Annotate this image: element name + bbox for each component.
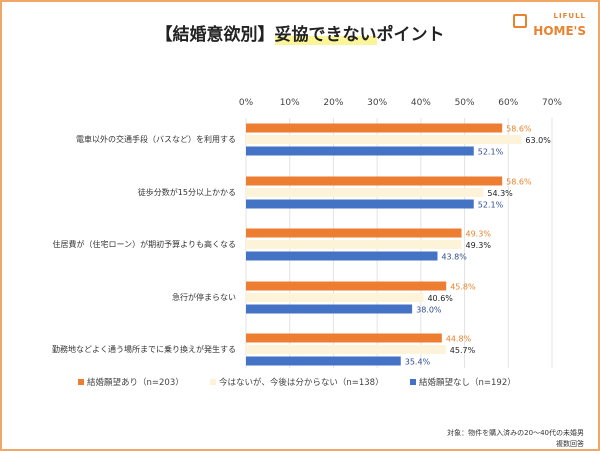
title-highlight: 妥協できない <box>274 25 377 45</box>
data-label: 58.6% <box>506 178 532 187</box>
category-label: 勤務地などよく通う場所までに乗り換えが発生する <box>52 344 236 354</box>
x-tick-label: 0% <box>239 98 254 108</box>
legend-swatch <box>78 379 84 385</box>
footnote-target: 対象：物件を購入済みの20～40代の未婚男 <box>447 429 584 437</box>
title-suffix: ポイント <box>376 25 445 45</box>
data-label: 63.0% <box>525 136 551 145</box>
legend-label: 今はないが、今後は分からない（n=138） <box>219 378 384 388</box>
data-label: 35.4% <box>405 358 431 367</box>
bar <box>246 176 503 186</box>
chart-title: 【結婚意欲別】妥協できないポイント <box>0 20 600 45</box>
category-label: 電車以外の交通手段（バスなど）を利用する <box>76 134 236 144</box>
bar <box>246 123 503 133</box>
house-icon <box>513 14 528 28</box>
legend-label: 結婚願望なし（n=192） <box>419 378 516 388</box>
bar <box>246 135 522 144</box>
data-label: 49.3% <box>466 230 492 239</box>
legend-label: 結婚願望あり（n=203） <box>87 378 184 388</box>
bar <box>246 228 462 238</box>
data-label: 40.6% <box>427 294 453 303</box>
category-label: 徒歩分数が15分以上かかる <box>138 187 236 197</box>
bar <box>246 188 484 197</box>
data-label: 52.1% <box>478 148 504 157</box>
legend-item-1: 結婚願望あり（n=203） <box>78 376 184 388</box>
data-label: 44.8% <box>446 335 472 344</box>
logo-small: LIFULL <box>553 12 586 20</box>
footnote-multi: 複数回答 <box>556 440 584 448</box>
legend-swatch <box>210 379 216 385</box>
legend-swatch <box>410 379 416 385</box>
bar <box>246 304 413 314</box>
bar <box>246 356 401 366</box>
title-prefix: 【結婚意欲別】 <box>155 25 275 45</box>
x-tick-label: 20% <box>323 98 343 108</box>
legend-item-3: 結婚願望なし（n=192） <box>410 376 516 388</box>
bar <box>246 345 446 354</box>
x-tick-label: 40% <box>411 98 431 108</box>
bar <box>246 146 474 156</box>
data-label: 49.3% <box>466 241 492 250</box>
bar <box>246 199 474 209</box>
bar <box>246 251 438 261</box>
data-label: 52.1% <box>478 201 504 210</box>
legend-item-2: 今はないが、今後は分からない（n=138） <box>210 376 384 388</box>
category-label: 住居費が（住宅ローン）が期初予算よりも高くなる <box>53 239 236 249</box>
x-tick-label: 60% <box>498 98 518 108</box>
x-tick-label: 30% <box>367 98 387 108</box>
bar <box>246 281 447 291</box>
lifull-homes-logo: LIFULL HOME'S <box>513 12 586 39</box>
data-label: 54.3% <box>487 189 513 198</box>
x-tick-label: 10% <box>280 98 300 108</box>
data-label: 38.0% <box>416 306 442 315</box>
data-label: 45.8% <box>450 283 476 292</box>
logo-big: HOME'S <box>533 24 586 38</box>
category-label: 急行が停まらない <box>172 292 236 302</box>
x-tick-label: 50% <box>455 98 475 108</box>
data-label: 45.7% <box>450 346 476 355</box>
data-label: 58.6% <box>506 125 532 134</box>
data-label: 43.8% <box>441 253 467 262</box>
bar <box>246 240 462 249</box>
bar <box>246 293 424 302</box>
x-tick-label: 70% <box>542 98 562 108</box>
bar <box>246 333 442 343</box>
